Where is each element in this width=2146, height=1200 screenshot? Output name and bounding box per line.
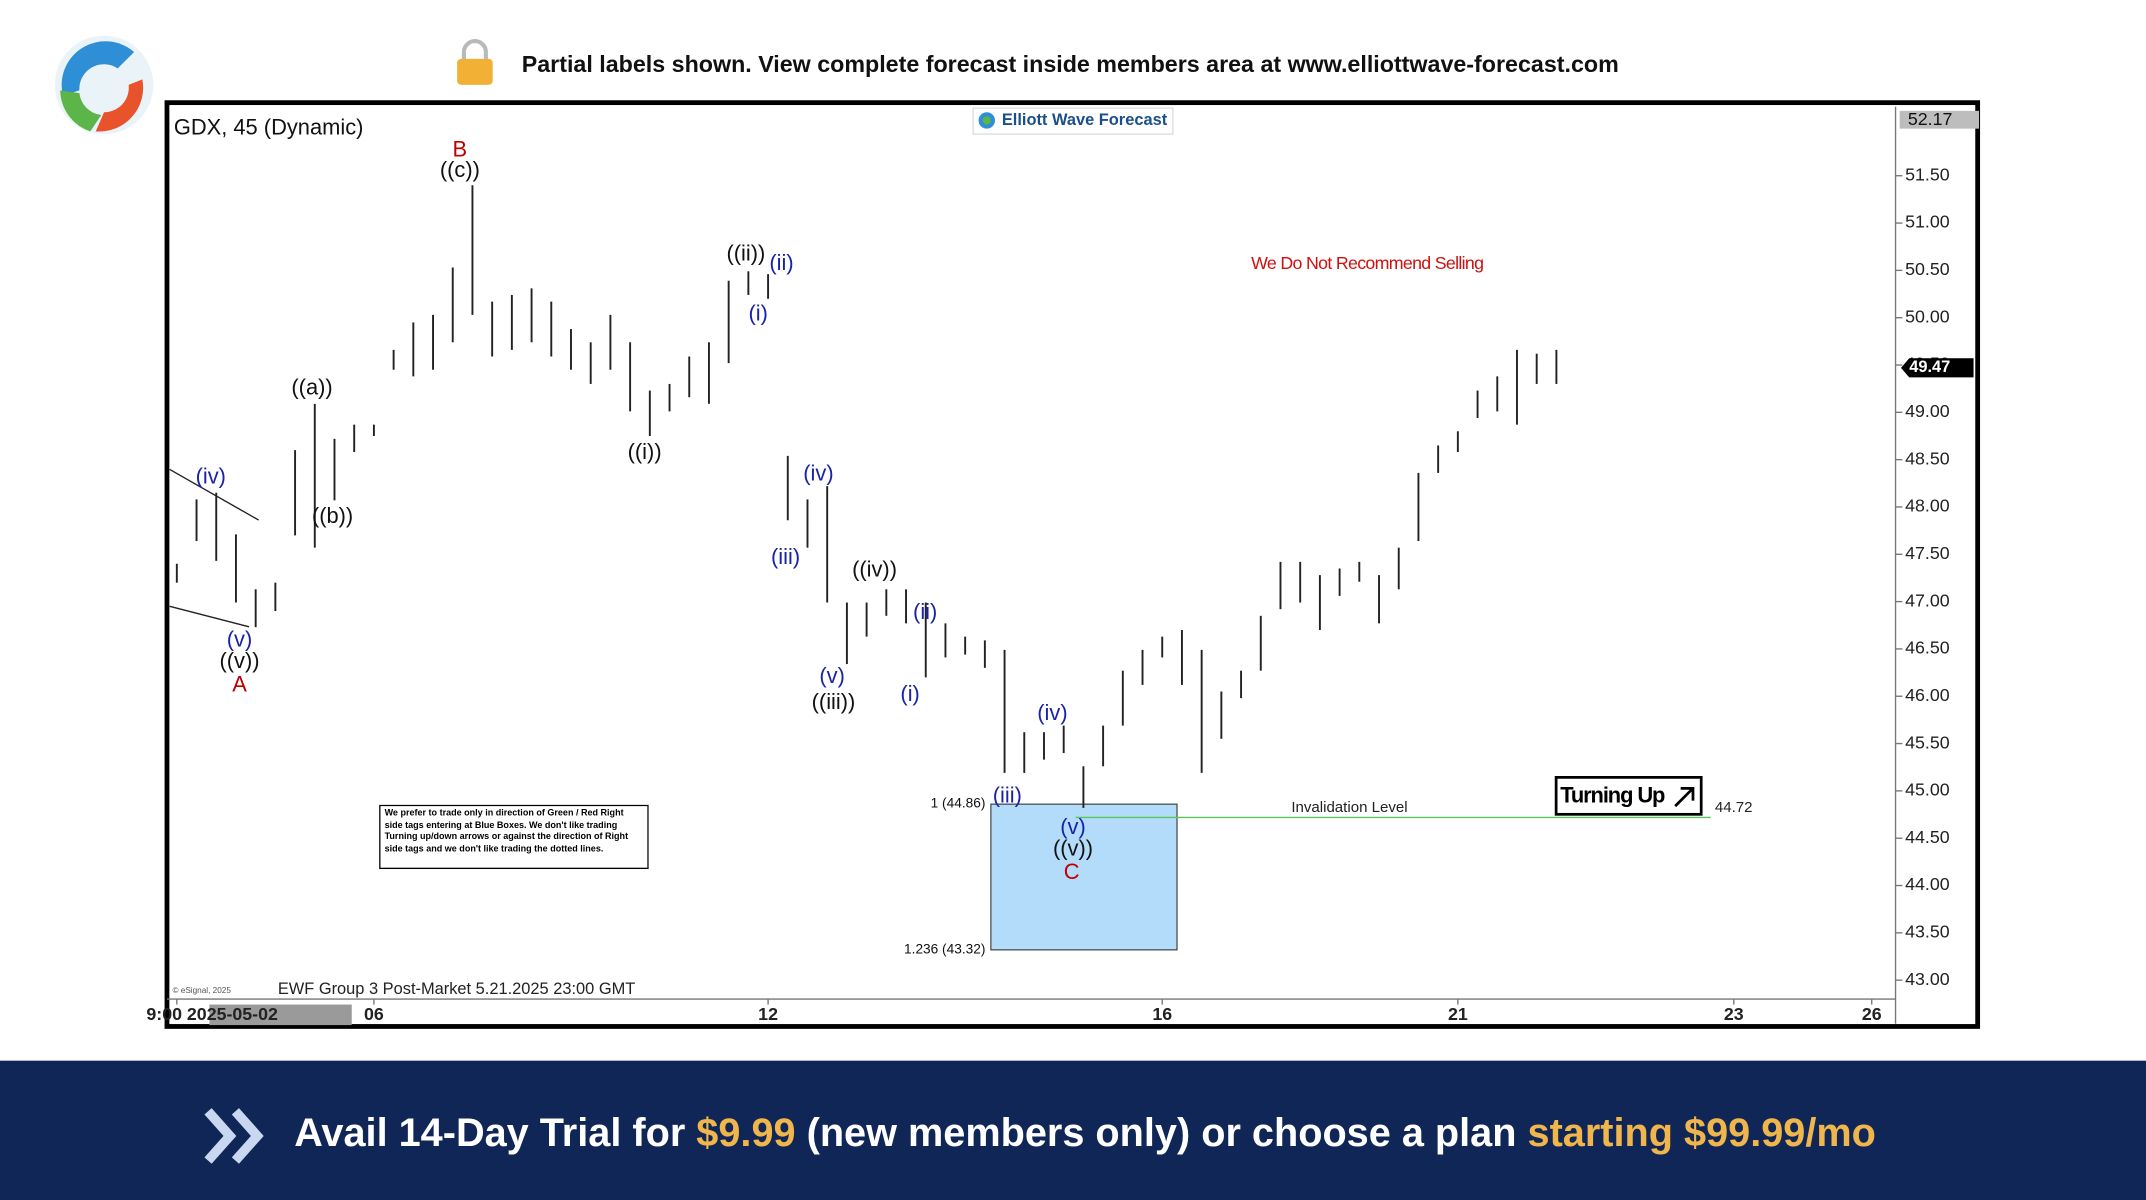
x-tick-label: 12	[758, 1004, 778, 1024]
y-tick-label: 49.00	[1905, 401, 1950, 421]
wave-label: ((ii))	[726, 240, 765, 265]
fib-level-label: 1 (44.86)	[931, 796, 986, 811]
wave-label: (iv)	[1037, 700, 1067, 725]
wave-label: ((iv))	[852, 556, 897, 581]
invalidation-label: Invalidation Level	[1291, 799, 1407, 816]
wave-label: ((v))	[1053, 836, 1093, 861]
wave-label: (v)	[1060, 814, 1086, 839]
y-tick-label: 47.50	[1905, 543, 1950, 563]
fib-level-label: 1.236 (43.32)	[904, 941, 985, 956]
wave-label: C	[1064, 859, 1080, 884]
disclaimer: We prefer to trade only in direction of …	[379, 804, 649, 870]
disclaimer-box: We prefer to trade only in direction of …	[379, 804, 649, 870]
high-marker-box	[1899, 110, 1980, 129]
x-tick-label: 23	[1724, 1004, 1744, 1024]
chart-subtitle: EWF Group 3 Post-Market 5.21.2025 23:00 …	[278, 980, 635, 998]
target-box	[990, 803, 1178, 951]
trendline	[169, 468, 260, 521]
wave-label: (i)	[748, 301, 767, 326]
y-tick-label: 45.00	[1905, 780, 1950, 800]
wave-label: (iii)	[993, 782, 1022, 807]
invalidation-value: 44.72	[1715, 799, 1753, 816]
x-tick-label: 06	[364, 1004, 384, 1024]
wave-label: ((v))	[219, 648, 259, 673]
wave-label: (iv)	[196, 463, 226, 488]
wave-label: (v)	[227, 626, 253, 651]
y-tick-label: 44.00	[1905, 874, 1950, 894]
y-tick-label: 50.50	[1905, 259, 1950, 279]
wave-label: (ii)	[769, 250, 793, 275]
x-tick-label: 9:00 2025-05-02	[146, 1004, 278, 1024]
wave-label: ((i))	[628, 439, 662, 464]
last-price-box	[1901, 358, 1974, 378]
wave-label: (v)	[819, 663, 845, 688]
wave-label: B	[453, 136, 468, 161]
y-tick-label: 48.50	[1905, 448, 1950, 468]
lock-icon	[457, 39, 493, 85]
footer-text: Avail 14-Day Trial for $9.99 (new member…	[294, 1111, 1876, 1155]
y-tick-label: 51.00	[1905, 212, 1950, 232]
y-tick-label: 43.50	[1905, 922, 1950, 942]
footer-plan: starting $99.99/mo	[1528, 1111, 1876, 1155]
x-tick-label: 26	[1862, 1004, 1882, 1024]
last-price-label: 49.47	[1909, 358, 1950, 376]
y-tick-label: 46.50	[1905, 638, 1950, 658]
wave-label: A	[232, 671, 247, 696]
footer-part: Avail 14-Day Trial for	[294, 1111, 685, 1155]
signal-label: Turning Up	[1560, 782, 1665, 807]
wave-label: ((a))	[291, 374, 332, 399]
y-tick-label: 46.00	[1905, 685, 1950, 705]
footer-banner	[0, 1060, 2146, 1200]
copyright: © eSignal, 2025	[172, 986, 231, 995]
chevron-icon	[204, 1108, 264, 1164]
y-tick-label: 50.00	[1905, 306, 1950, 326]
trendline	[169, 605, 250, 628]
y-tick-label: 44.50	[1905, 827, 1950, 847]
watermark-badge: Elliott Wave Forecast	[972, 107, 1174, 135]
wave-label: ((iii))	[812, 689, 856, 714]
footer-part: (new members only) or choose a plan	[807, 1111, 1517, 1155]
y-tick-label: 43.00	[1905, 969, 1950, 989]
x-tick-label: 21	[1448, 1004, 1468, 1024]
wave-label: (i)	[900, 681, 919, 706]
chart-title: GDX, 45 (Dynamic)	[174, 114, 364, 139]
x-tick-label-bg	[209, 1004, 352, 1026]
high-marker-label: 52.17	[1908, 109, 1953, 129]
advice-note: We Do Not Recommend Selling	[1251, 253, 1483, 273]
x-tick-label: 16	[1152, 1004, 1172, 1024]
wave-label: (iii)	[771, 544, 800, 569]
y-tick-label: 47.00	[1905, 590, 1950, 610]
y-tick-label: 51.50	[1905, 164, 1950, 184]
logo	[54, 35, 154, 135]
footer-price: $9.99	[696, 1111, 795, 1155]
wave-label: (ii)	[913, 599, 937, 624]
signal-badge: Turning Up	[1554, 776, 1703, 816]
top-notice: Partial labels shown. View complete fore…	[522, 51, 1619, 77]
wave-label: ((b))	[312, 503, 353, 528]
plot: 43.00 43.50 44.00 44.50 45.00 45.50 46.00 46.50…	[146, 109, 1980, 1026]
wave-label: ((c))	[440, 157, 480, 182]
y-tick-label: 45.50	[1905, 732, 1950, 752]
wave-label: (iv)	[803, 461, 833, 486]
y-tick-label: 48.00	[1905, 496, 1950, 516]
watermark: Elliott Wave Forecast	[1002, 111, 1168, 129]
